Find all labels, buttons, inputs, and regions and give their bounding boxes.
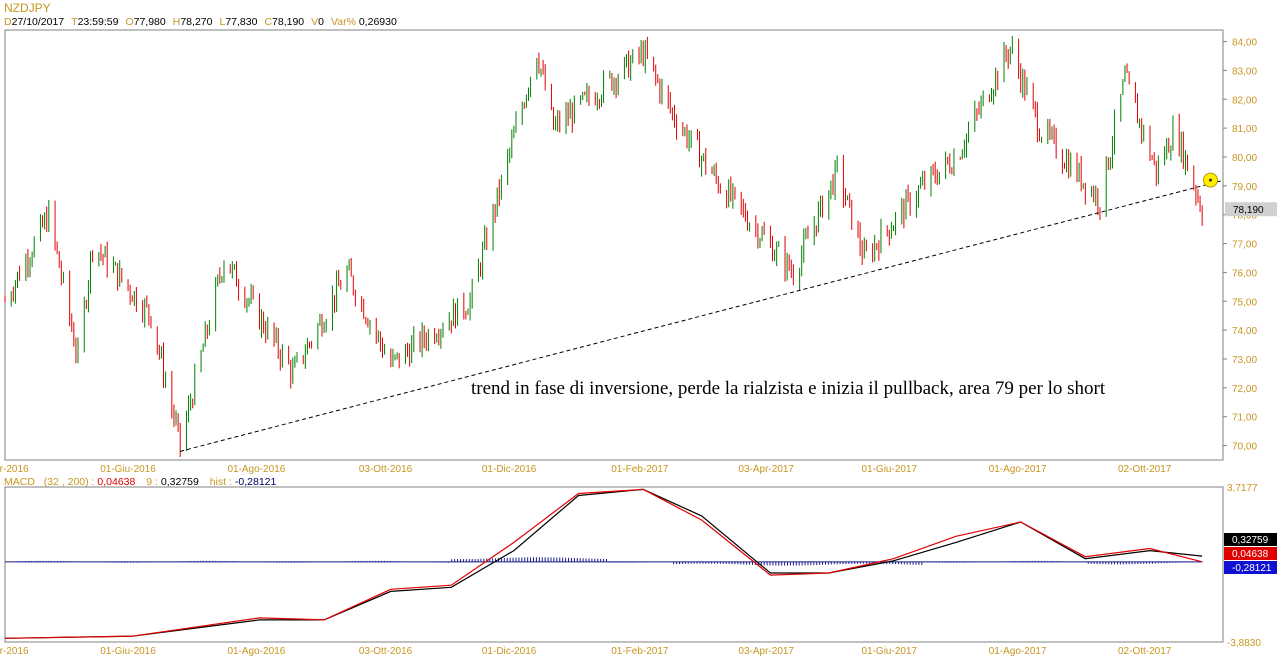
last-price-label: 78,190 bbox=[1233, 205, 1264, 216]
date-label-bottom: 01-Giu-2016 bbox=[100, 646, 156, 657]
macd-badge-1 bbox=[1224, 547, 1277, 560]
macd-header: MACD (32 , 200) : 0,04638 9 : 0,32759 hi… bbox=[4, 476, 284, 488]
macd-badge-label-1: 0,04638 bbox=[1232, 549, 1269, 560]
ohlc-key-7: Var% bbox=[331, 16, 359, 28]
date-label-bottom: 01-Dic-2016 bbox=[482, 646, 537, 657]
macd-badge-label-2: -0,28121 bbox=[1232, 563, 1272, 574]
signal-label: 9 : bbox=[146, 476, 158, 488]
macd-params: (32 , 200) : bbox=[43, 476, 95, 488]
date-label-bottom: 01-Ago-2016 bbox=[227, 646, 285, 657]
price-tick-label: 72,00 bbox=[1232, 384, 1257, 395]
ohlc-key-5: C bbox=[264, 16, 273, 28]
date-label-top: 01-Apr-2016 bbox=[0, 464, 29, 475]
ohlc-key-6: V bbox=[311, 16, 319, 28]
ohlc-value-2: 77,980 bbox=[133, 16, 166, 28]
price-tick-label: 81,00 bbox=[1232, 124, 1257, 135]
ohlc-value-1: 23:59:59 bbox=[77, 16, 119, 28]
hist-value: -0,28121 bbox=[234, 476, 277, 488]
price-tick-label: 84,00 bbox=[1232, 38, 1257, 49]
date-label-top: 01-Giu-2016 bbox=[100, 464, 156, 475]
date-label-bottom: 01-Apr-2016 bbox=[0, 646, 29, 657]
symbol-title: NZDJPY bbox=[4, 1, 51, 15]
ohlc-value-7: 0,26930 bbox=[358, 16, 397, 28]
macd-badge-label-0: 0,32759 bbox=[1232, 535, 1269, 546]
price-tick-label: 73,00 bbox=[1232, 355, 1257, 366]
candles bbox=[4, 36, 1203, 457]
price-tick-label: 79,00 bbox=[1232, 182, 1257, 193]
ohlc-readout: D27/10/2017 T23:59:59 O77,980 H78,270 L77,83… bbox=[4, 16, 404, 28]
date-label-bottom: 01-Feb-2017 bbox=[611, 646, 669, 657]
ohlc-key-2: O bbox=[125, 16, 134, 28]
macd-value: 0,04638 bbox=[97, 476, 136, 488]
price-tick-label: 82,00 bbox=[1232, 95, 1257, 106]
hist-label: hist : bbox=[209, 476, 232, 488]
ohlc-value-5: 78,190 bbox=[272, 16, 305, 28]
ohlc-value-0: 27/10/2017 bbox=[11, 16, 65, 28]
ohlc-key-1: T bbox=[71, 16, 78, 28]
price-tick-label: 75,00 bbox=[1232, 297, 1257, 308]
price-tick-label: 77,00 bbox=[1232, 240, 1257, 251]
ohlc-key-3: H bbox=[172, 16, 181, 28]
macd-axis-top: 3,7177 bbox=[1227, 483, 1258, 494]
date-label-bottom: 01-Ago-2017 bbox=[989, 646, 1047, 657]
macd-line-1 bbox=[4, 488, 1203, 639]
date-label-top: 02-Ott-2017 bbox=[1118, 464, 1172, 475]
ohlc-key-4: L bbox=[219, 16, 226, 28]
support-trendline bbox=[180, 179, 1224, 452]
macd-badge-0 bbox=[1224, 533, 1277, 546]
price-tick-label: 70,00 bbox=[1232, 442, 1257, 453]
ohlc-value-3: 78,270 bbox=[180, 16, 213, 28]
price-frame bbox=[4, 29, 1224, 461]
last-price-badge bbox=[1225, 202, 1277, 217]
date-label-bottom: 03-Ott-2016 bbox=[359, 646, 413, 657]
price-tick-label: 74,00 bbox=[1232, 326, 1257, 337]
price-tick-label: 83,00 bbox=[1232, 66, 1257, 77]
price-tick-label: 76,00 bbox=[1232, 268, 1257, 279]
date-label-bottom: 03-Apr-2017 bbox=[738, 646, 794, 657]
macd-axis-bottom: -3,8830 bbox=[1227, 638, 1261, 649]
date-label-top: 01-Ago-2016 bbox=[227, 464, 285, 475]
date-label-top: 03-Apr-2017 bbox=[738, 464, 794, 475]
macd-line-0 bbox=[4, 488, 1203, 639]
target-marker-dot bbox=[1208, 178, 1212, 182]
date-label-top: 01-Giu-2017 bbox=[861, 464, 917, 475]
date-label-bottom: 01-Giu-2017 bbox=[861, 646, 917, 657]
date-label-top: 01-Dic-2016 bbox=[482, 464, 537, 475]
annotation-text: trend in fase di inversione, perde la ri… bbox=[471, 378, 1106, 399]
ohlc-key-0: D bbox=[4, 16, 12, 28]
date-label-top: 01-Ago-2017 bbox=[989, 464, 1047, 475]
macd-frame bbox=[4, 486, 1224, 643]
date-label-top: 01-Feb-2017 bbox=[611, 464, 669, 475]
price-tick-label: 71,00 bbox=[1232, 413, 1257, 424]
ohlc-value-6: 0 bbox=[318, 16, 325, 28]
ohlc-value-4: 77,830 bbox=[225, 16, 258, 28]
signal-value: 0,32759 bbox=[160, 476, 199, 488]
date-label-bottom: 02-Ott-2017 bbox=[1118, 646, 1172, 657]
date-label-top: 03-Ott-2016 bbox=[359, 464, 413, 475]
macd-name: MACD bbox=[4, 476, 35, 488]
price-tick-label: 80,00 bbox=[1232, 153, 1257, 164]
macd-badge-2 bbox=[1224, 561, 1277, 574]
